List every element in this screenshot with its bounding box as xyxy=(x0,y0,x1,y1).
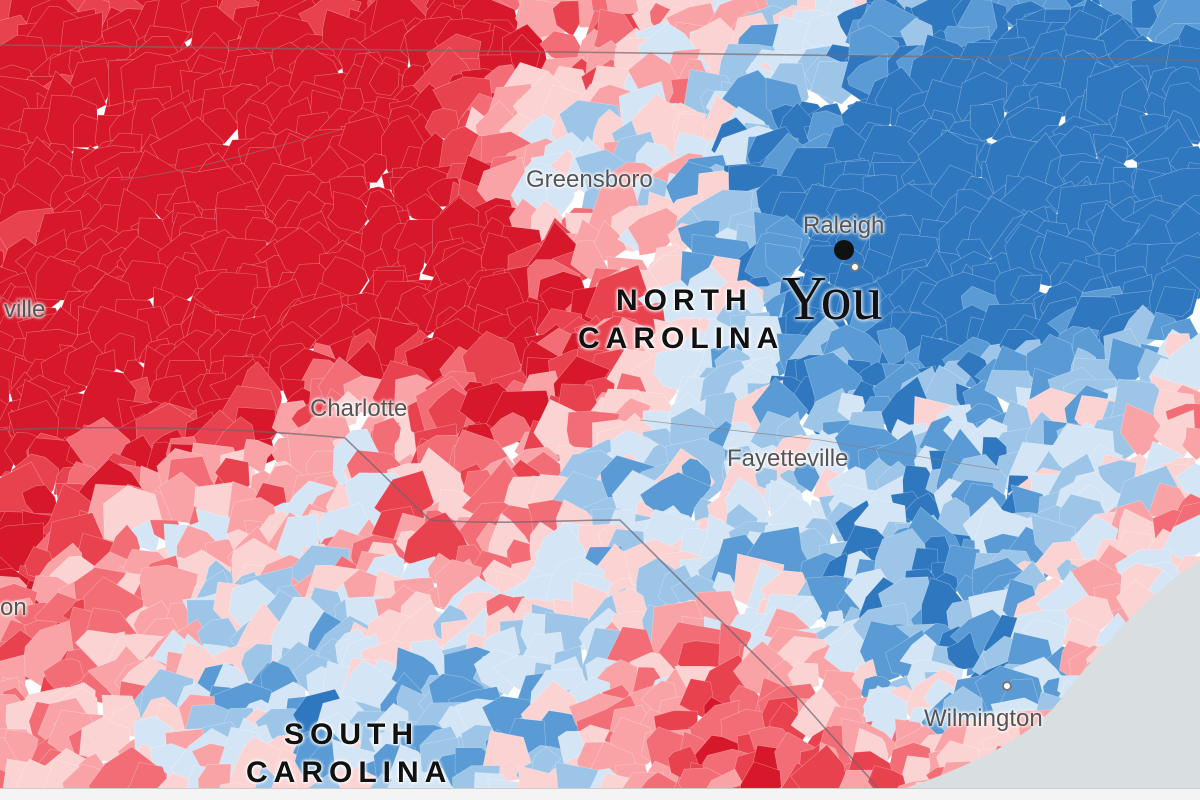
precinct-shape xyxy=(490,412,534,451)
precinct-shape xyxy=(876,327,909,366)
state-label-sc-line1: SOUTH xyxy=(284,718,419,751)
precinct-shape xyxy=(627,207,678,256)
precinct-shape xyxy=(969,103,1003,142)
raleigh-city-marker xyxy=(850,262,860,272)
state-label-south-carolina: SOUTH CAROLINA xyxy=(246,716,452,791)
state-label-nc-line2: CAROLINA xyxy=(578,321,785,355)
precinct-shape xyxy=(327,191,372,233)
boundary-line xyxy=(119,129,341,181)
precinct-shape xyxy=(546,179,577,214)
state-label-north-carolina: NORTH CAROLINA xyxy=(578,282,784,357)
you-location-label: You xyxy=(782,265,883,333)
city-label-charlotte: Charlotte xyxy=(310,395,408,422)
precinct-shape xyxy=(363,153,388,184)
precinct-shape xyxy=(792,462,821,493)
wilmington-city-marker xyxy=(1002,681,1012,691)
boundary-line xyxy=(639,419,1001,471)
precinct-shape xyxy=(936,496,972,537)
state-label-nc-line1: NORTH xyxy=(616,284,753,317)
boundary-line xyxy=(0,44,1200,61)
precinct-shape xyxy=(21,484,58,515)
boundary-line xyxy=(0,426,881,791)
city-label-raleigh: Raleigh xyxy=(803,212,885,239)
precinct-shape xyxy=(0,249,4,268)
precinct-shape xyxy=(946,631,982,671)
precinct-shape xyxy=(823,627,868,676)
precinct-shape xyxy=(1154,286,1196,318)
city-label-wilmington: Wilmington xyxy=(924,705,1043,732)
ocean-area xyxy=(900,560,1200,790)
bottom-frame-strip xyxy=(0,788,1200,800)
precinct-shape xyxy=(764,242,804,281)
precinct-shape xyxy=(1181,426,1200,461)
precinct-shape xyxy=(1065,0,1086,9)
city-label-fayetteville: Fayetteville xyxy=(727,445,849,472)
state-label-sc-line2: CAROLINA xyxy=(246,755,453,789)
city-label-partial-left: on xyxy=(0,594,27,621)
city-label-partial-asheville: ville xyxy=(4,296,46,323)
precinct-shape xyxy=(790,744,850,800)
precinct-shape xyxy=(368,61,400,96)
precinct-shape xyxy=(35,255,87,301)
you-location-marker xyxy=(834,240,854,260)
city-label-greensboro: Greensboro xyxy=(526,166,653,193)
